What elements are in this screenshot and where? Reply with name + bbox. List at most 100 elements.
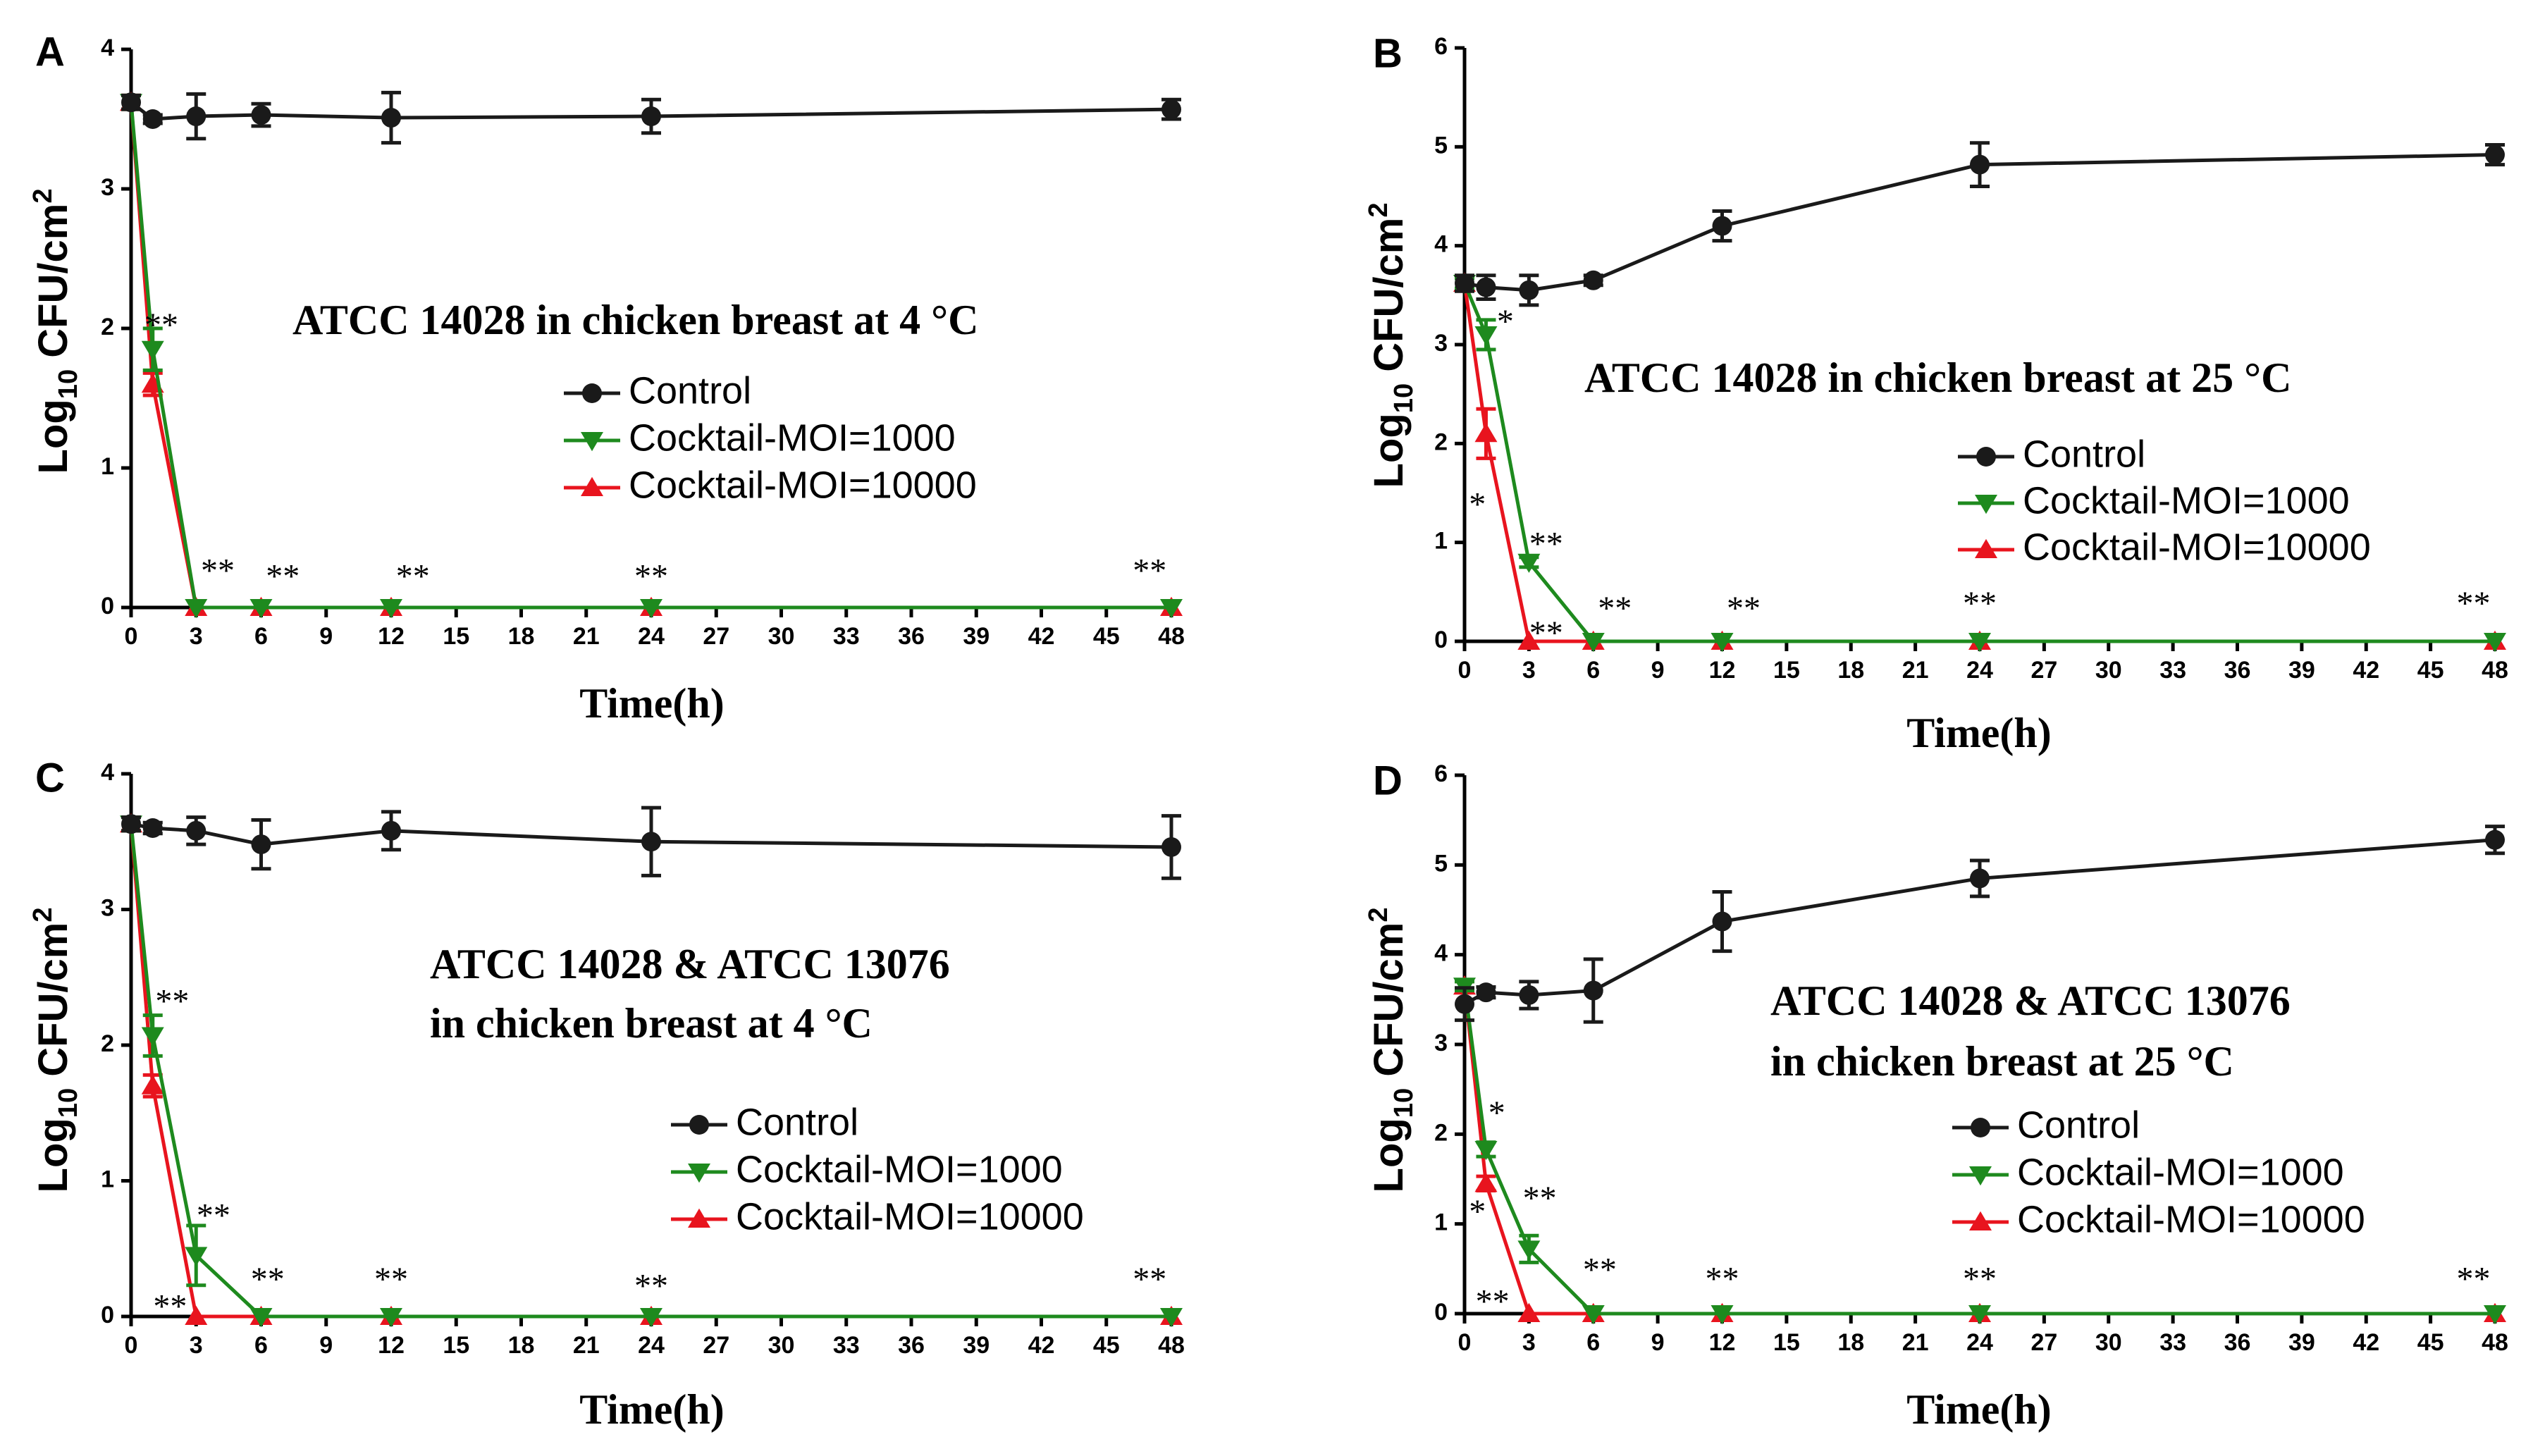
data-point — [251, 834, 271, 855]
x-tick-label: 0 — [1458, 657, 1472, 684]
x-tick-label: 27 — [703, 1332, 729, 1359]
data-point — [121, 814, 141, 834]
data-point — [1711, 1305, 1734, 1325]
legend-label: Cocktail-MOI=1000 — [629, 417, 956, 459]
data-point — [141, 340, 164, 360]
chart-title-line2: in chicken breast at 25 °C — [1770, 1038, 2234, 1085]
series-control — [1455, 825, 2505, 1024]
x-tick-label: 42 — [2353, 1329, 2379, 1356]
y-tick-label: 4 — [1434, 231, 1448, 258]
data-point — [381, 820, 401, 841]
x-tick-label: 36 — [2224, 657, 2251, 684]
legend-label: Cocktail-MOI=10000 — [2017, 1198, 2365, 1240]
y-tick-label: 3 — [101, 174, 114, 201]
data-point — [1476, 982, 1496, 1003]
panel-letter: B — [1373, 30, 1403, 76]
data-point — [1711, 633, 1734, 653]
series-control — [121, 806, 1181, 880]
significance-label: ** — [396, 557, 430, 595]
data-point — [185, 1305, 208, 1325]
y-axis-label: Log10 CFU/cm2 — [1364, 203, 1419, 488]
y-tick-label: 0 — [1434, 1299, 1448, 1326]
y-tick-label: 1 — [1434, 528, 1448, 555]
data-point — [251, 105, 271, 125]
significance-label: * — [1497, 303, 1514, 340]
x-tick-label: 18 — [1837, 657, 1864, 684]
x-tick-label: 12 — [1709, 1329, 1736, 1356]
chart-title: ATCC 14028 in chicken breast at 25 °C — [1584, 354, 2291, 401]
x-tick-label: 18 — [508, 1332, 535, 1359]
data-point — [1517, 1240, 1541, 1260]
y-tick-label: 5 — [1434, 132, 1448, 159]
x-tick-label: 21 — [1902, 657, 1929, 684]
legend-marker — [688, 1208, 710, 1228]
legend-marker — [1975, 495, 1997, 514]
y-tick-label: 6 — [1434, 33, 1448, 60]
series-cocktail-moi-1000 — [1453, 977, 2506, 1325]
significance-label: ** — [634, 557, 668, 595]
series-cocktail-moi-10000 — [120, 813, 1183, 1325]
x-tick-label: 6 — [254, 1332, 268, 1359]
significance-label: ** — [1598, 590, 1632, 627]
data-point — [1161, 99, 1181, 120]
data-point — [2485, 829, 2505, 850]
legend-label: Control — [629, 369, 751, 412]
chart-title: ATCC 14028 & ATCC 13076 — [1770, 977, 2291, 1024]
data-point — [641, 106, 661, 127]
y-label-sup: 2 — [1364, 908, 1393, 923]
data-point — [1970, 154, 1990, 175]
legend-label: Control — [736, 1101, 858, 1143]
series-line — [129, 824, 1171, 1319]
y-label-log: Log — [30, 1118, 76, 1192]
data-point — [2484, 633, 2506, 653]
x-tick-label: 12 — [378, 1332, 405, 1359]
y-tick-label: 4 — [101, 35, 114, 61]
series-control — [1455, 141, 2505, 307]
y-tick-label: 3 — [1434, 330, 1448, 357]
y-axis-label: Log10 CFU/cm2 — [28, 908, 83, 1193]
data-point — [249, 1308, 273, 1328]
legend-label: Cocktail-MOI=10000 — [2023, 526, 2371, 568]
y-tick-label: 2 — [101, 1030, 114, 1057]
legend-marker — [582, 383, 602, 403]
y-label-main: CFU/cm — [30, 204, 76, 369]
y-tick-label: 4 — [101, 759, 114, 786]
x-tick-label: 9 — [319, 623, 333, 650]
chart-title: ATCC 14028 & ATCC 13076 — [430, 941, 950, 987]
legend-marker — [1971, 1118, 1990, 1137]
data-point — [142, 109, 163, 129]
data-point — [1582, 1305, 1605, 1325]
legend-marker — [689, 1115, 709, 1135]
data-point — [1583, 980, 1603, 1001]
significance-label: ** — [634, 1268, 668, 1305]
x-tick-label: 42 — [1028, 1332, 1055, 1359]
legend-marker — [581, 432, 603, 452]
x-axis-label: Time(h) — [579, 1386, 725, 1433]
significance-label: ** — [266, 557, 300, 595]
significance-label: ** — [155, 982, 189, 1020]
y-label-main: CFU/cm — [1366, 218, 1412, 383]
x-tick-label: 45 — [2417, 657, 2444, 684]
data-point — [141, 1027, 164, 1047]
x-tick-label: 6 — [254, 623, 268, 650]
significance-label: ** — [1706, 1260, 1739, 1297]
data-point — [1455, 273, 1474, 293]
significance-label: ** — [2457, 585, 2491, 622]
x-tick-label: 3 — [1522, 1329, 1536, 1356]
legend-label: Cocktail-MOI=1000 — [2017, 1151, 2344, 1193]
x-tick-label: 48 — [1158, 1332, 1185, 1359]
x-tick-label: 33 — [833, 1332, 860, 1359]
y-label-sub: 10 — [54, 369, 83, 399]
x-tick-label: 39 — [2288, 657, 2315, 684]
x-tick-label: 33 — [2159, 657, 2186, 684]
x-tick-label: 45 — [2417, 1329, 2444, 1356]
data-point — [1517, 1302, 1541, 1322]
x-tick-label: 27 — [2030, 657, 2057, 684]
significance-label: * — [1469, 486, 1486, 524]
x-tick-label: 24 — [638, 623, 665, 650]
data-point — [1161, 837, 1181, 857]
data-point — [142, 818, 163, 838]
x-tick-label: 48 — [1158, 623, 1185, 650]
significance-label: ** — [1133, 1261, 1166, 1298]
legend-label: Control — [2017, 1104, 2140, 1146]
